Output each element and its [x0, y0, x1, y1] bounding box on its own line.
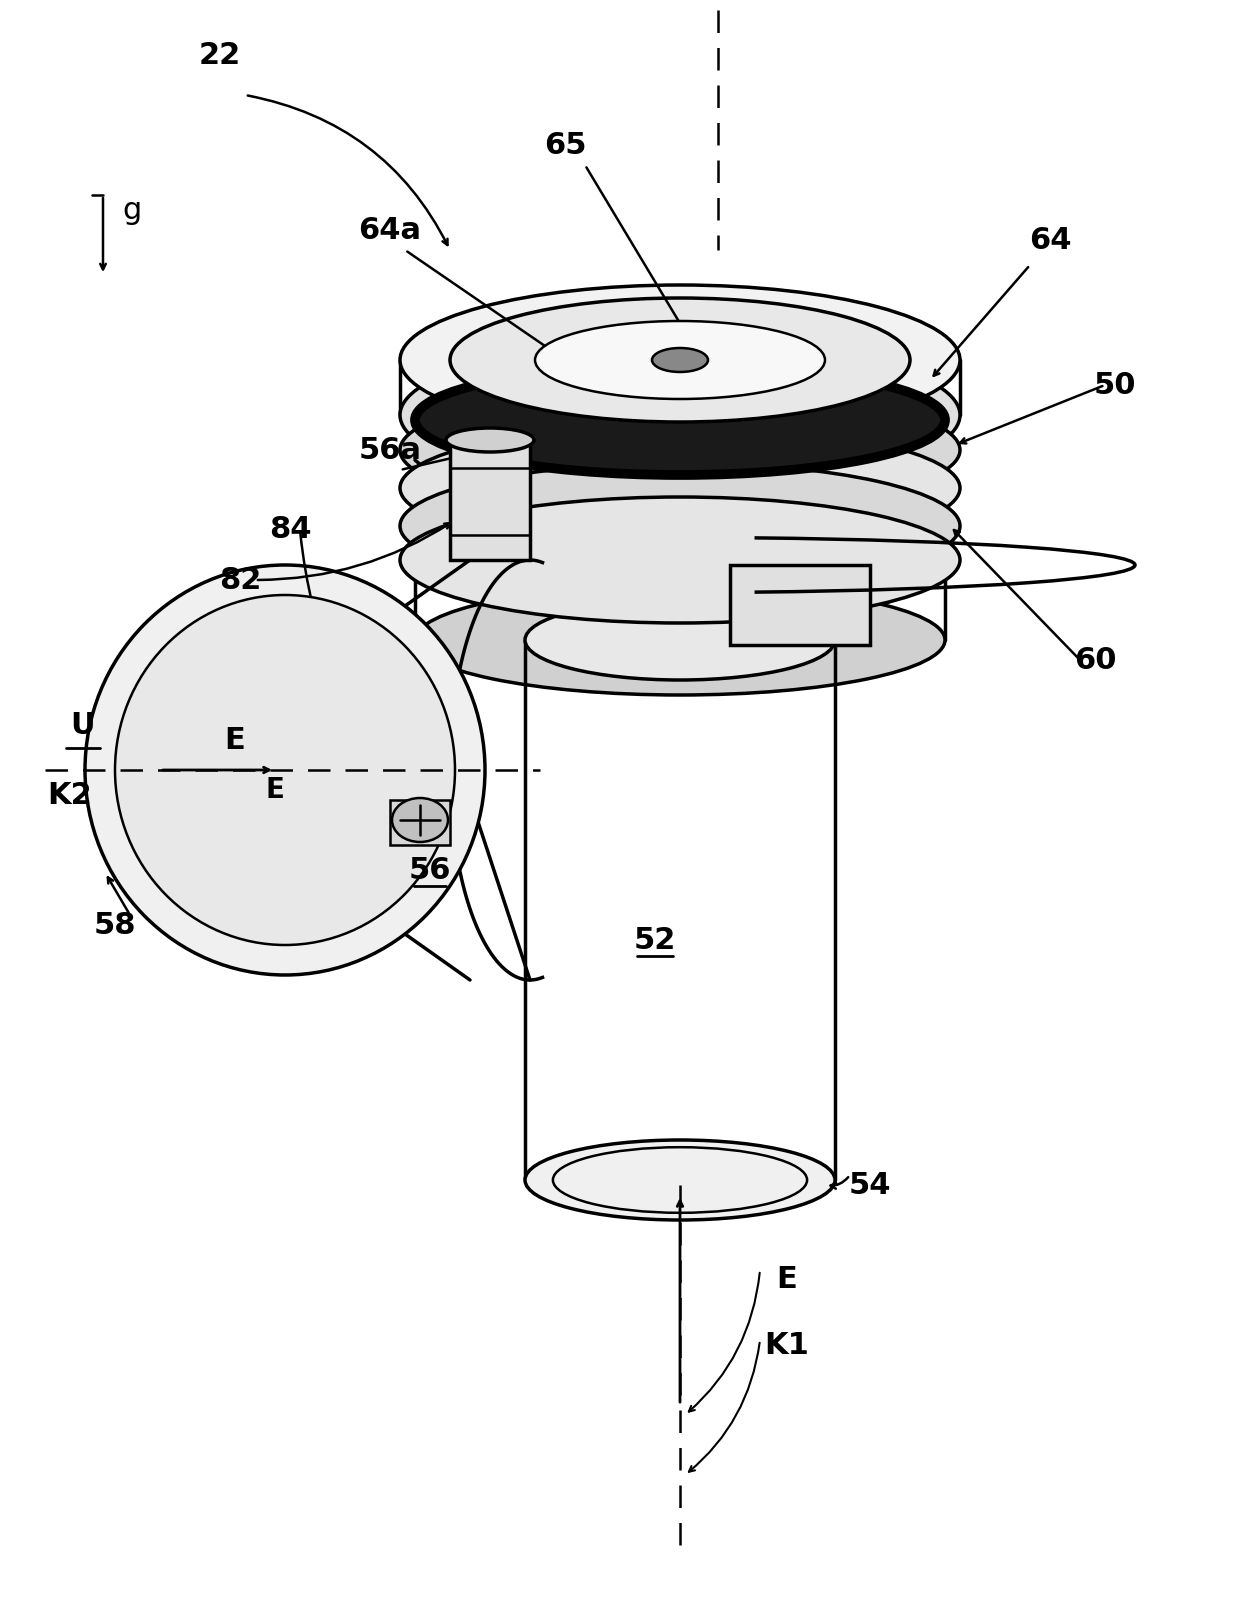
Ellipse shape	[401, 386, 960, 513]
Ellipse shape	[415, 492, 945, 628]
Text: E: E	[265, 776, 284, 805]
Ellipse shape	[401, 425, 960, 551]
Text: 64: 64	[1029, 226, 1071, 255]
Polygon shape	[730, 564, 870, 644]
Ellipse shape	[415, 346, 945, 483]
Text: 56a: 56a	[358, 436, 422, 465]
Ellipse shape	[401, 497, 960, 624]
Text: 54: 54	[848, 1170, 892, 1199]
Text: 84: 84	[269, 516, 311, 545]
Text: E: E	[224, 726, 246, 755]
Text: 64a: 64a	[358, 215, 422, 245]
Text: 60: 60	[1074, 646, 1116, 675]
Text: 82: 82	[218, 566, 262, 595]
Ellipse shape	[401, 340, 960, 491]
Text: 52: 52	[634, 925, 676, 954]
Polygon shape	[450, 439, 529, 559]
Ellipse shape	[450, 298, 910, 422]
Ellipse shape	[534, 321, 825, 399]
Text: 58: 58	[94, 911, 136, 939]
Ellipse shape	[415, 365, 945, 474]
Ellipse shape	[401, 285, 960, 434]
Text: g: g	[123, 196, 141, 224]
Text: 65: 65	[544, 130, 587, 160]
Ellipse shape	[392, 798, 448, 842]
Ellipse shape	[525, 600, 835, 680]
Ellipse shape	[86, 564, 485, 975]
Ellipse shape	[415, 585, 945, 696]
Text: U: U	[71, 710, 95, 739]
Ellipse shape	[525, 1140, 835, 1220]
Text: 22: 22	[198, 40, 241, 69]
Ellipse shape	[115, 595, 455, 946]
Text: 50: 50	[1094, 370, 1136, 399]
Ellipse shape	[401, 463, 960, 588]
FancyBboxPatch shape	[391, 800, 450, 845]
Text: K1: K1	[765, 1330, 810, 1359]
Text: 56: 56	[409, 856, 451, 885]
Text: K2: K2	[47, 781, 92, 810]
Ellipse shape	[446, 428, 534, 452]
Text: E: E	[776, 1265, 797, 1295]
Ellipse shape	[652, 348, 708, 372]
